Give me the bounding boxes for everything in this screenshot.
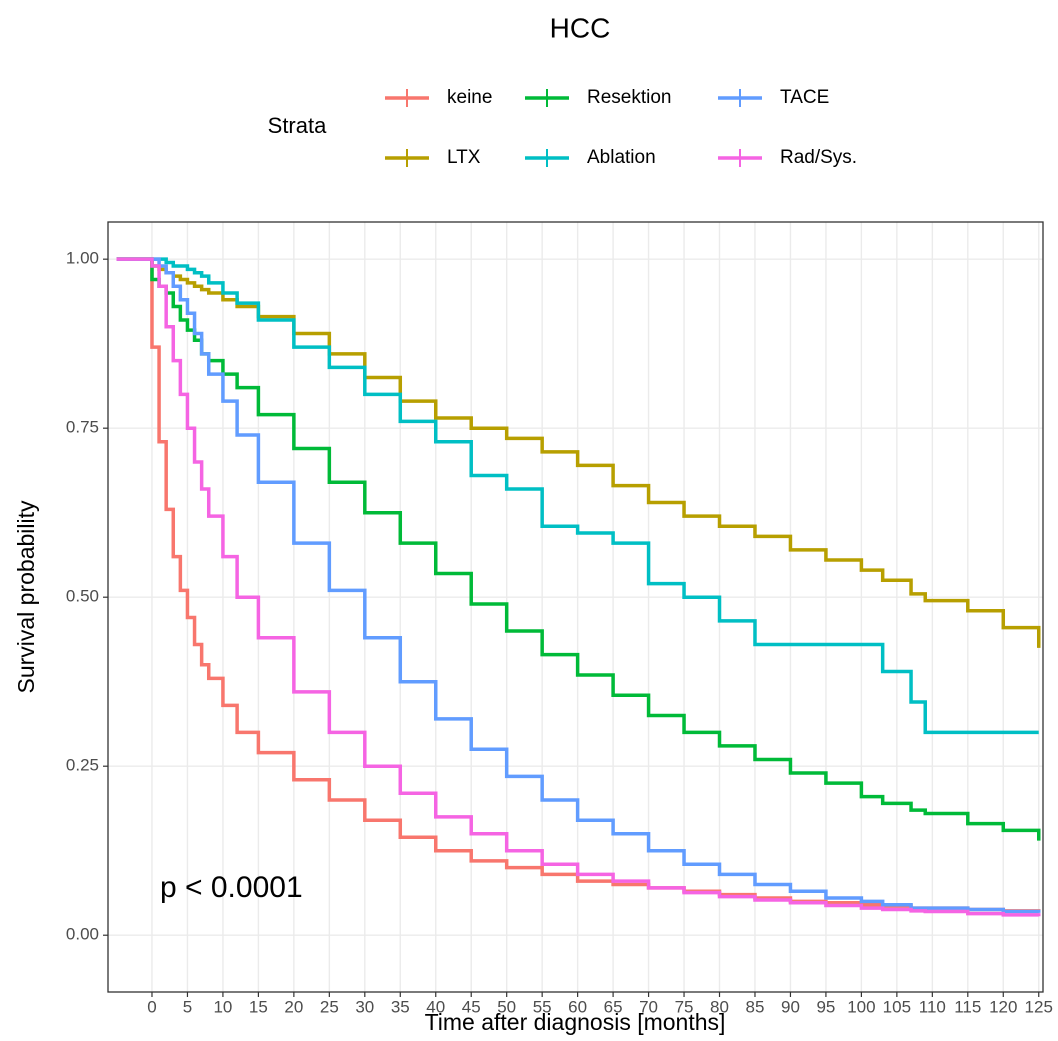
y-tick-label: 1.00: [66, 249, 99, 268]
x-tick-label: 80: [710, 997, 729, 1016]
x-tick-label: 100: [847, 997, 875, 1016]
legend-label: Ablation: [587, 147, 656, 168]
x-tick-label: 75: [675, 997, 694, 1016]
x-tick-label: 70: [639, 997, 658, 1016]
x-tick-label: 35: [391, 997, 410, 1016]
y-tick-label: 0.75: [66, 418, 99, 437]
x-tick-label: 55: [533, 997, 552, 1016]
x-tick-label: 110: [919, 997, 946, 1016]
x-tick-label: 60: [568, 997, 587, 1016]
y-tick-label: 0.25: [66, 756, 99, 775]
x-tick-label: 90: [781, 997, 800, 1016]
x-tick-label: 15: [249, 997, 268, 1016]
chart-title: HCC: [550, 12, 611, 43]
legend-label: Resektion: [587, 87, 672, 108]
x-tick-label: 45: [462, 997, 481, 1016]
y-axis-label: Survival probability: [13, 500, 39, 694]
survival-curve: [116, 257, 1039, 735]
legend-label: TACE: [780, 87, 829, 108]
survival-curve: [116, 257, 1041, 841]
legend-label: Rad/Sys.: [780, 147, 857, 168]
x-tick-label: 65: [604, 997, 623, 1016]
survival-curve: [116, 257, 1041, 917]
legend-title: Strata: [268, 113, 327, 138]
legend-label: LTX: [447, 147, 481, 168]
survival-curve: [116, 257, 1041, 648]
plot-border: [107, 221, 1044, 993]
x-tick-label: 5: [183, 997, 192, 1016]
x-axis-label: Time after diagnosis [months]: [425, 1009, 726, 1035]
x-tick-label: 40: [426, 997, 445, 1016]
x-tick-label: 20: [284, 997, 303, 1016]
survival-curve: [116, 257, 1041, 914]
x-tick-label: 95: [816, 997, 835, 1016]
x-tick-label: 25: [320, 997, 339, 1016]
x-tick-label: 30: [355, 997, 374, 1016]
x-tick-label: 120: [989, 997, 1017, 1016]
y-tick-label: 0.50: [66, 587, 99, 606]
x-tick-label: 0: [147, 997, 156, 1016]
y-tick-label: 0.00: [66, 925, 99, 944]
x-tick-label: 115: [954, 997, 981, 1016]
x-tick-label: 10: [213, 997, 232, 1016]
x-tick-label: 125: [1025, 997, 1053, 1016]
legend-label: keine: [447, 87, 492, 108]
x-tick-label: 85: [746, 997, 765, 1016]
x-tick-label: 50: [497, 997, 516, 1016]
x-tick-label: 105: [883, 997, 911, 1016]
annotation: p < 0.0001: [160, 871, 303, 904]
